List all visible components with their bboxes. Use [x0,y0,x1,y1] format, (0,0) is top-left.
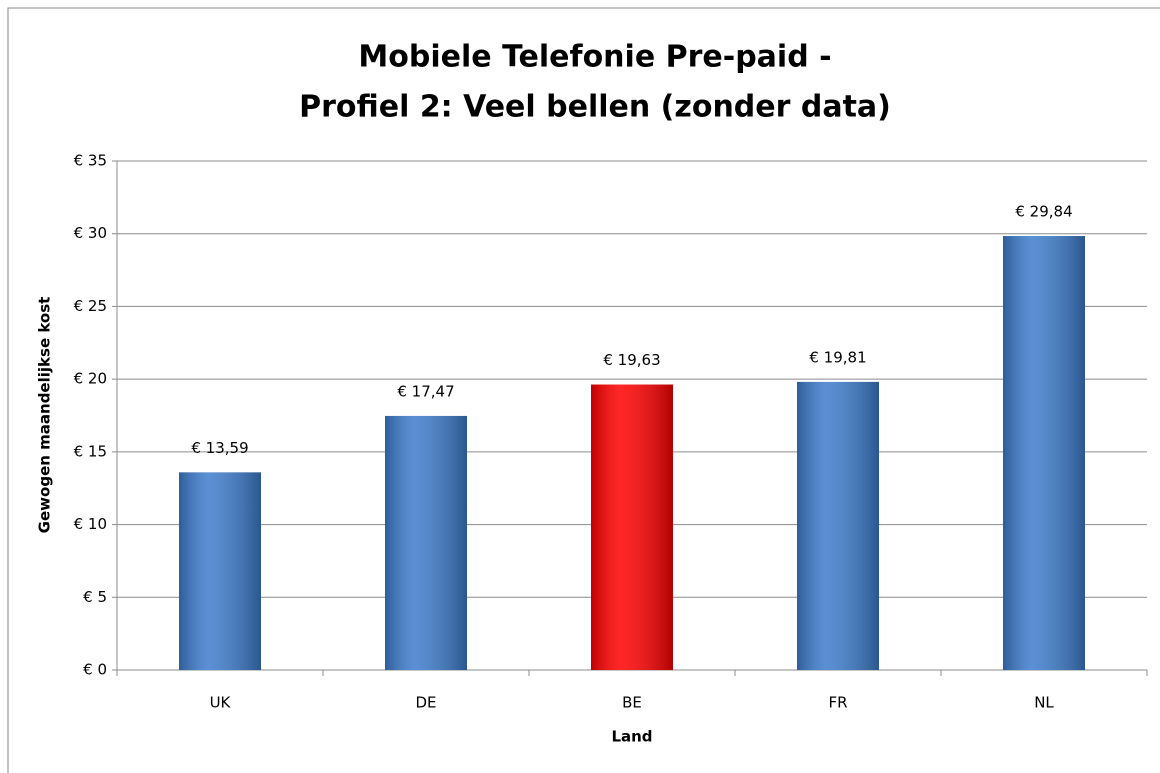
value-label: € 29,84 [1015,203,1072,221]
bar [797,381,879,670]
y-tick-label: € 35 [74,152,107,170]
x-axis-title: Land [611,728,652,746]
bar [1003,236,1085,670]
bar [591,384,673,670]
y-tick-label: € 10 [74,515,107,533]
y-axis-title: Gewogen maandelijkse kost [36,297,54,534]
x-tick-label: FR [828,694,847,712]
chart-title: Mobiele Telefonie Pre-paid - [358,40,831,75]
value-label: € 13,59 [191,439,248,457]
y-tick-label: € 30 [74,224,107,242]
value-label: € 19,63 [603,351,660,369]
x-tick-label: NL [1034,694,1054,712]
y-tick-label: € 25 [74,297,107,315]
bar [179,472,261,670]
x-tick-label: DE [415,694,436,712]
y-tick-label: € 15 [74,442,107,460]
bar [385,415,467,670]
value-label: € 17,47 [397,382,454,400]
y-tick-label: € 20 [74,370,107,388]
x-tick-label: BE [622,694,642,712]
value-label: € 19,81 [809,348,866,366]
chart-title: Profiel 2: Veel bellen (zonder data) [299,90,891,125]
y-tick-label: € 5 [83,588,107,606]
chart-frame [7,7,1160,773]
y-tick-label: € 0 [83,661,107,679]
x-tick-label: UK [210,694,232,712]
